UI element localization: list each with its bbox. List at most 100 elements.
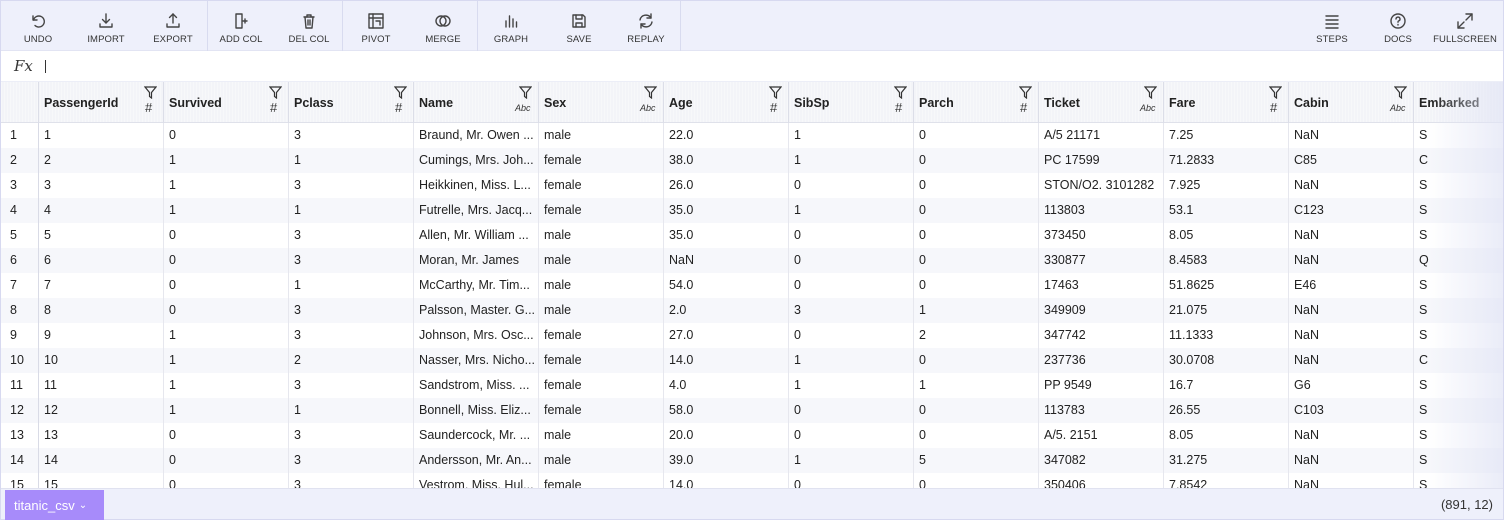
pivot-button[interactable]: PIVOT [351,1,401,51]
table-cell[interactable]: 1 [789,123,914,148]
table-cell[interactable]: 31.275 [1164,448,1289,473]
table-cell[interactable]: 1 [164,348,289,373]
table-cell[interactable]: female [539,398,664,423]
table-cell[interactable]: female [539,148,664,173]
table-cell[interactable]: 14.0 [664,348,789,373]
table-cell[interactable]: 2 [39,148,164,173]
table-row[interactable]: 10 10 1 2 Nasser, Mrs. Nicho... female 14.0 1 0 2… [1,348,1503,373]
table-cell[interactable]: NaN [1289,223,1414,248]
table-cell[interactable]: E46 [1289,273,1414,298]
table-cell[interactable]: Allen, Mr. William ... [414,223,539,248]
table-cell[interactable]: McCarthy, Mr. Tim... [414,273,539,298]
table-cell[interactable]: S [1414,398,1503,423]
table-cell[interactable]: 1 [789,148,914,173]
table-cell[interactable]: 1 [289,273,414,298]
table-cell[interactable]: 2.0 [664,298,789,323]
table-cell[interactable]: 3 [289,473,414,488]
table-cell[interactable]: 3 [289,373,414,398]
table-cell[interactable]: 0 [914,348,1039,373]
table-cell[interactable]: Vestrom, Miss. Hul... [414,473,539,488]
table-cell[interactable]: 7.8542 [1164,473,1289,488]
table-cell[interactable]: 349909 [1039,298,1164,323]
table-cell[interactable]: 0 [164,223,289,248]
table-cell[interactable]: 0 [914,173,1039,198]
table-cell[interactable]: 58.0 [664,398,789,423]
table-cell[interactable]: 0 [914,473,1039,488]
table-cell[interactable]: NaN [1289,423,1414,448]
table-cell[interactable]: 0 [914,398,1039,423]
table-cell[interactable]: 15 [39,473,164,488]
table-row[interactable]: 11 11 1 3 Sandstrom, Miss. ... female 4.0 1 1 PP … [1,373,1503,398]
table-cell[interactable]: 13 [39,423,164,448]
table-cell[interactable]: 1 [164,148,289,173]
table-cell[interactable]: 0 [914,198,1039,223]
table-cell[interactable]: 347082 [1039,448,1164,473]
column-header[interactable]: Age # [664,82,789,123]
table-row[interactable]: 1 1 0 3 Braund, Mr. Owen ... male 22.0 1 0 A/5 21… [1,123,1503,148]
table-cell[interactable]: 113803 [1039,198,1164,223]
column-header[interactable]: Name Abc [414,82,539,123]
table-cell[interactable]: A/5. 2151 [1039,423,1164,448]
table-cell[interactable]: 0 [914,273,1039,298]
table-cell[interactable]: 1 [289,198,414,223]
table-row[interactable]: 4 4 1 1 Futrelle, Mrs. Jacq... female 35.0 1 0 11… [1,198,1503,223]
table-cell[interactable]: 347742 [1039,323,1164,348]
table-cell[interactable]: NaN [664,248,789,273]
table-cell[interactable]: 3 [289,448,414,473]
add-column-button[interactable]: ADD COL [216,1,266,51]
table-cell[interactable]: S [1414,448,1503,473]
table-cell[interactable]: 4 [39,198,164,223]
filter-icon[interactable] [1393,86,1408,100]
filter-icon[interactable] [143,86,158,100]
table-cell[interactable]: C123 [1289,198,1414,223]
table-cell[interactable]: 3 [39,173,164,198]
table-cell[interactable]: 3 [289,423,414,448]
table-cell[interactable]: C [1414,348,1503,373]
table-cell[interactable]: 3 [289,173,414,198]
table-cell[interactable]: 35.0 [664,198,789,223]
table-cell[interactable]: 373450 [1039,223,1164,248]
table-row[interactable]: 14 14 0 3 Andersson, Mr. An... male 39.0 1 5 3470… [1,448,1503,473]
table-cell[interactable]: 330877 [1039,248,1164,273]
filter-icon[interactable] [768,86,783,100]
table-cell[interactable]: 54.0 [664,273,789,298]
table-row[interactable]: 13 13 0 3 Saundercock, Mr. ... male 20.0 0 0 A/5.… [1,423,1503,448]
table-cell[interactable]: 51.8625 [1164,273,1289,298]
table-cell[interactable]: 1 [164,198,289,223]
table-cell[interactable]: 14 [39,448,164,473]
import-button[interactable]: IMPORT [81,1,131,51]
table-cell[interactable]: 22.0 [664,123,789,148]
table-cell[interactable]: C85 [1289,148,1414,173]
table-cell[interactable]: 113783 [1039,398,1164,423]
table-cell[interactable]: 0 [164,448,289,473]
fullscreen-button[interactable]: FULLSCREEN [1433,1,1497,51]
docs-button[interactable]: DOCS [1373,1,1423,51]
table-cell[interactable]: 0 [789,273,914,298]
filter-icon[interactable] [643,86,658,100]
table-cell[interactable]: 237736 [1039,348,1164,373]
column-header[interactable]: Cabin Abc [1289,82,1414,123]
filter-icon[interactable] [393,86,408,100]
table-cell[interactable]: 1 [289,148,414,173]
table-cell[interactable]: Q [1414,248,1503,273]
table-cell[interactable]: 8.4583 [1164,248,1289,273]
table-cell[interactable]: 21.075 [1164,298,1289,323]
sheet-tab[interactable]: titanic_csv ⌄ [5,490,104,520]
table-cell[interactable]: Sandstrom, Miss. ... [414,373,539,398]
filter-icon[interactable] [1018,86,1033,100]
table-cell[interactable]: 16.7 [1164,373,1289,398]
table-cell[interactable]: 1 [789,348,914,373]
table-cell[interactable]: 27.0 [664,323,789,348]
table-cell[interactable]: Johnson, Mrs. Osc... [414,323,539,348]
table-cell[interactable]: male [539,423,664,448]
table-cell[interactable]: 1 [789,198,914,223]
table-cell[interactable]: male [539,248,664,273]
column-header[interactable]: SibSp # [789,82,914,123]
table-row[interactable]: 8 8 0 3 Palsson, Master. G... male 2.0 3 1 349909… [1,298,1503,323]
table-cell[interactable]: NaN [1289,298,1414,323]
column-header[interactable]: Sex Abc [539,82,664,123]
steps-button[interactable]: STEPS [1307,1,1357,51]
table-cell[interactable]: 26.0 [664,173,789,198]
table-cell[interactable]: NaN [1289,123,1414,148]
table-cell[interactable]: 4.0 [664,373,789,398]
